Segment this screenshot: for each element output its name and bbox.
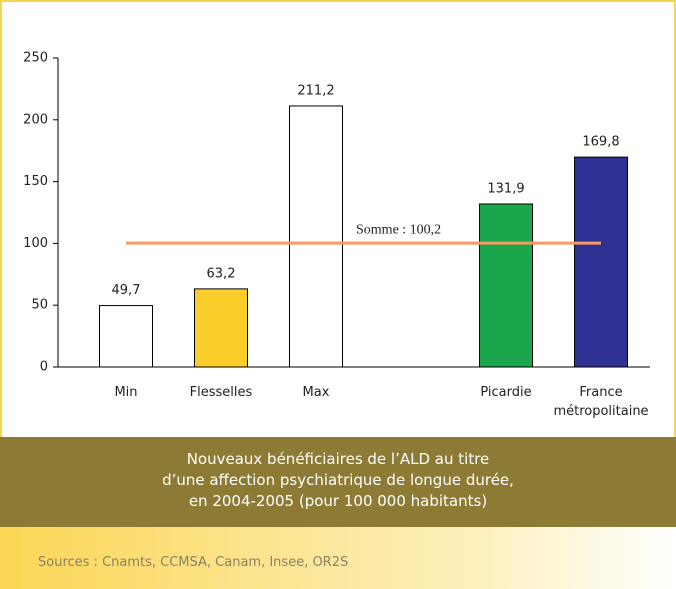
bar [479,203,533,368]
source: Sources : Cnamts, CCMSA, Canam, Insee, O… [0,527,676,589]
caption-line: en 2004-2005 (pour 100 000 habitants) [188,492,488,510]
y-tick-label: 100 [23,236,48,251]
x-tick-label: France métropolitaine [553,385,649,419]
bar [574,156,628,368]
value-label: 169,8 [582,135,619,150]
y-tick-label: 200 [23,112,48,127]
x-tick-label: Max [302,385,330,400]
value-label: 49,7 [112,283,141,298]
value-label: 63,2 [207,266,236,281]
caption-line: d’une affection psychiatrique de longue … [162,471,514,489]
y-tick-label: 150 [23,174,48,189]
chart: 0 50 100 150 200 250 49,7 63,2 211,2 131,9 169,8 So… [23,51,650,375]
value-label: 211,2 [297,83,334,98]
reference-label: Somme : 100,2 [356,222,441,237]
x-tick-label: Min [114,385,138,400]
bar [194,288,248,368]
y-tick-label: 0 [40,360,48,375]
y-tick-label: 50 [31,298,48,313]
x-tick-label: Picardie [480,385,532,400]
bar [99,305,153,368]
y-tick-label: 250 [23,51,48,66]
caption-line: Nouveaux bénéficiaires de l’ALD au titre [186,450,490,468]
x-tick-label: Flesselles [189,385,253,400]
caption: Nouveaux bénéficiaires de l’ALD au titre… [0,437,676,527]
value-label: 131,9 [487,181,524,196]
bar [289,105,343,368]
